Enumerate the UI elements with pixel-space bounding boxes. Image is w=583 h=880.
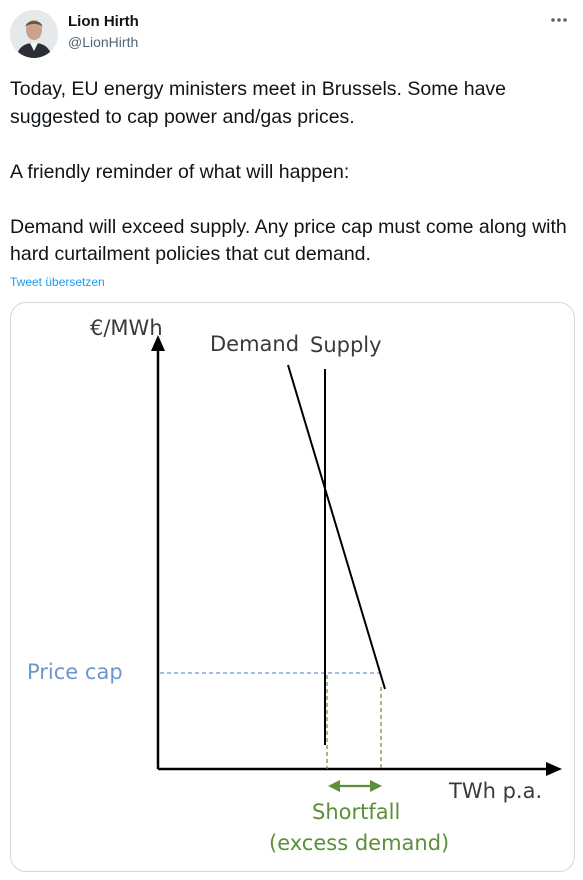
shortfall-arrow-right (370, 780, 382, 792)
author-name[interactable]: Lion Hirth (68, 13, 139, 30)
shortfall-sublabel: (excess demand) (269, 831, 449, 855)
supply-label: Supply (310, 333, 382, 357)
price-cap-label: Price cap (27, 660, 123, 684)
profile-photo (10, 10, 58, 58)
demand-line (287, 364, 386, 690)
more-options-icon (551, 18, 567, 22)
translate-link[interactable]: Tweet übersetzen (10, 275, 105, 289)
x-axis-label: TWh p.a. (448, 779, 542, 803)
demand-label: Demand (210, 332, 299, 356)
author-handle[interactable]: @LionHirth (68, 34, 139, 50)
supply-demand-chart: €/MWh TWh p.a. Demand Supply Price cap S… (27, 316, 562, 855)
x-axis-arrow (546, 762, 562, 776)
y-axis-arrow (151, 335, 165, 351)
shortfall-label: Shortfall (312, 800, 400, 824)
tweet-text: Today, EU energy ministers meet in Bruss… (10, 78, 567, 265)
shortfall-arrow-left (328, 780, 340, 792)
avatar[interactable] (10, 10, 58, 58)
y-axis-label: €/MWh (90, 316, 163, 340)
more-options-button[interactable] (547, 8, 571, 32)
tweet-image[interactable]: €/MWh TWh p.a. Demand Supply Price cap S… (10, 302, 575, 872)
